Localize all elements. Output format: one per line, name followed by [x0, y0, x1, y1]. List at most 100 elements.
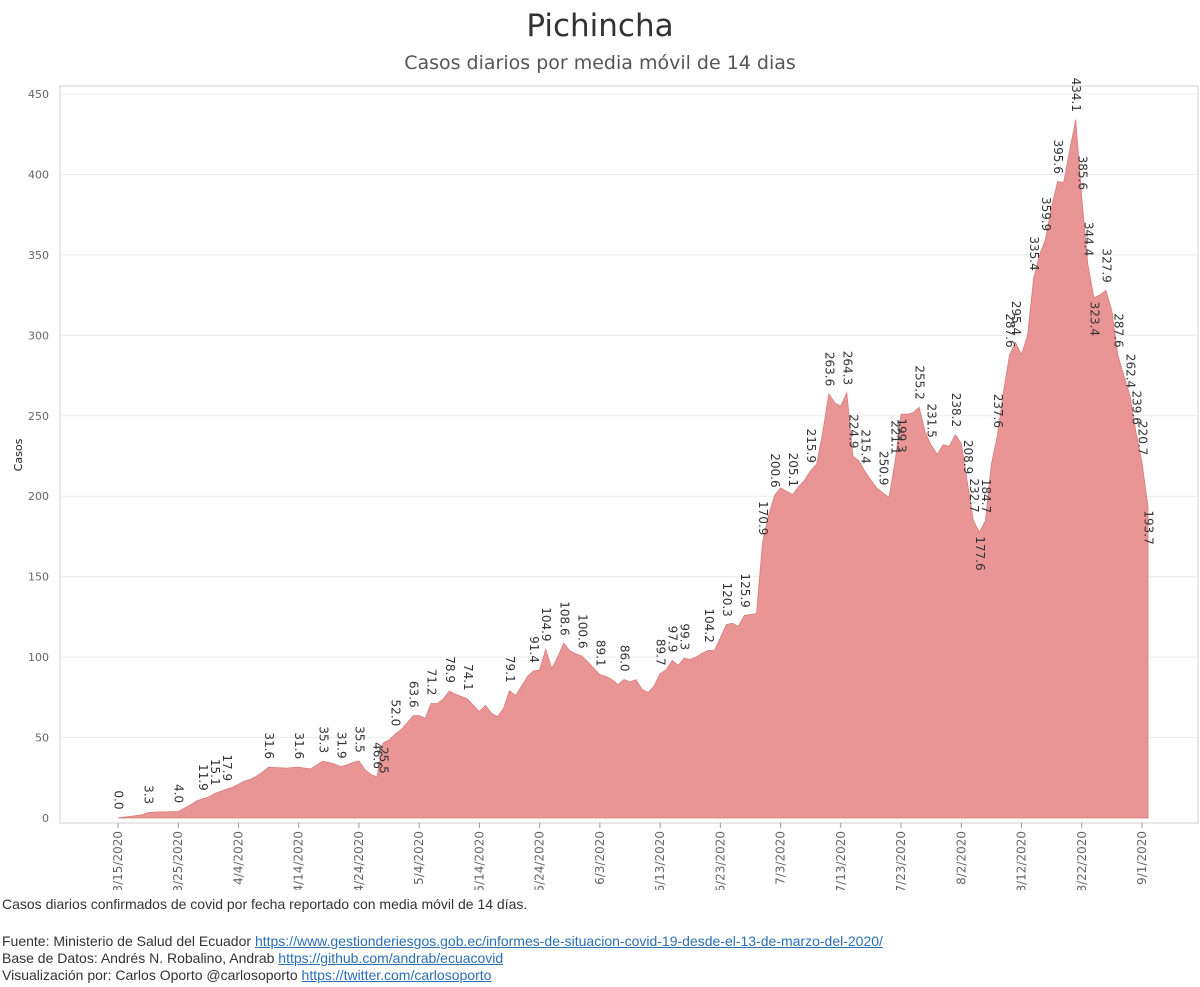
data-label: 199.3	[895, 418, 909, 452]
data-label: 120.3	[720, 582, 734, 616]
x-tick-label: 5/4/2020	[412, 831, 426, 885]
x-tick-label: 8/12/2020	[1015, 831, 1029, 890]
data-label: 264.3	[840, 351, 854, 385]
x-tick-label: 3/25/2020	[171, 831, 185, 890]
x-tick-label: 6/13/2020	[653, 831, 667, 890]
data-label: 200.6	[768, 453, 782, 487]
data-label: 359.9	[1039, 197, 1053, 231]
data-label: 4.0	[172, 784, 186, 803]
data-label: 97.9	[666, 626, 680, 653]
plot-frame	[59, 85, 1199, 824]
footer-visualization-label: Visualización por: Carlos Oporto @carlos…	[2, 967, 302, 983]
data-label: 46.6	[371, 742, 385, 769]
footer-database: Base de Datos: Andrés N. Robalino, Andra…	[2, 950, 503, 966]
y-tick-label: 150	[28, 571, 49, 584]
data-label: 91.4	[527, 636, 541, 663]
data-label: 104.2	[702, 608, 716, 642]
x-tick-label: 6/23/2020	[713, 831, 727, 890]
area-chart: 0 50 100 150 200 250 300 350 400 450 Casos 3/15/202…	[12, 78, 1199, 890]
y-tick-label: 250	[28, 410, 49, 423]
data-label: 255.2	[913, 365, 927, 399]
data-label: 79.1	[503, 656, 517, 683]
data-label: 287.6	[1003, 313, 1017, 347]
data-label: 17.9	[220, 754, 234, 781]
data-label: 237.6	[991, 394, 1005, 428]
data-label: 89.1	[593, 640, 607, 667]
x-tick-label: 8/2/2020	[954, 831, 968, 885]
x-tick-label: 6/3/2020	[593, 831, 607, 885]
data-label: 35.5	[352, 726, 366, 753]
y-tick-label: 50	[35, 732, 49, 745]
data-label: 177.6	[973, 536, 987, 570]
data-label: 78.9	[443, 656, 457, 683]
chart-subtitle: Casos diarios por media móvil de 14 dias	[404, 52, 796, 74]
data-label: 31.6	[262, 732, 276, 759]
data-label: 104.9	[539, 607, 553, 641]
data-label: 232.7	[967, 478, 981, 512]
data-label: 323.4	[1087, 302, 1101, 336]
footer-database-label: Base de Datos: Andrés N. Robalino, Andra…	[2, 950, 279, 966]
footer-source: Fuente: Ministerio de Salud del Ecuador …	[2, 933, 883, 949]
x-tick-label: 7/3/2020	[774, 831, 788, 885]
y-tick-label: 100	[28, 651, 49, 664]
data-label: 335.4	[1027, 236, 1041, 270]
x-tick-label: 8/22/2020	[1075, 831, 1089, 890]
data-label: 52.0	[389, 700, 403, 727]
visualization-link[interactable]: https://twitter.com/carlosoporto	[301, 967, 492, 983]
x-tick-label: 7/13/2020	[834, 831, 848, 890]
x-tick-label: 5/14/2020	[472, 831, 486, 890]
data-label: 0.0	[112, 790, 126, 809]
data-label: 125.9	[738, 573, 752, 607]
y-tick-label: 450	[28, 88, 49, 101]
data-label: 327.9	[1099, 248, 1113, 282]
data-label: 184.7	[979, 479, 993, 513]
data-label: 250.9	[876, 451, 890, 485]
data-label: 239.6	[1129, 391, 1143, 425]
data-label: 215.9	[804, 429, 818, 463]
x-tick-label: 7/23/2020	[894, 831, 908, 890]
data-label: 205.1	[786, 453, 800, 487]
data-label: 100.6	[575, 614, 589, 648]
data-label: 170.9	[756, 501, 770, 535]
series-area	[117, 119, 1149, 819]
database-link[interactable]: https://github.com/andrab/ecuacovid	[278, 950, 504, 966]
y-tick-label: 300	[28, 329, 49, 342]
data-label: 35.3	[316, 726, 330, 753]
y-tick-label: 400	[28, 168, 49, 181]
footer-description: Casos diarios confirmados de covid por f…	[2, 896, 528, 912]
data-label: 224.9	[846, 414, 860, 448]
data-label: 263.6	[822, 352, 836, 386]
data-label: 220.7	[1136, 421, 1150, 455]
data-label: 71.2	[425, 669, 439, 696]
data-label: 395.6	[1051, 140, 1065, 174]
data-label: 99.3	[678, 623, 692, 650]
data-label: 385.6	[1075, 156, 1089, 190]
data-label: 11.9	[196, 764, 210, 791]
data-label: 25.5	[377, 747, 391, 774]
data-label: 215.4	[858, 429, 872, 463]
data-label: 262.4	[1123, 354, 1137, 388]
x-tick-label: 3/15/2020	[111, 831, 125, 890]
y-tick-label: 200	[28, 490, 49, 503]
data-label: 344.4	[1081, 222, 1095, 256]
x-tick-label: 4/14/2020	[292, 831, 306, 890]
x-tick-label: 4/4/2020	[231, 831, 245, 885]
footer-visualization: Visualización por: Carlos Oporto @carlos…	[2, 967, 491, 983]
data-label: 31.9	[334, 732, 348, 759]
data-label: 193.7	[1142, 510, 1156, 544]
x-tick-label: 4/24/2020	[352, 831, 366, 890]
y-tick-label: 0	[42, 812, 49, 825]
data-label: 238.2	[949, 393, 963, 427]
data-label: 208.9	[961, 440, 975, 474]
data-label: 287.6	[1111, 313, 1125, 347]
data-label: 434.1	[1069, 78, 1083, 112]
data-label: 74.1	[461, 664, 475, 691]
chart-title: Pichincha	[526, 8, 674, 44]
source-link[interactable]: https://www.gestionderiesgos.gob.ec/info…	[254, 933, 883, 949]
data-label: 221.1	[889, 420, 903, 454]
data-label: 231.5	[925, 404, 939, 438]
data-label: 31.6	[292, 732, 306, 759]
data-label: 63.6	[407, 681, 421, 708]
y-tick-label: 350	[28, 249, 49, 262]
x-tick-label: 9/1/2020	[1135, 831, 1149, 885]
